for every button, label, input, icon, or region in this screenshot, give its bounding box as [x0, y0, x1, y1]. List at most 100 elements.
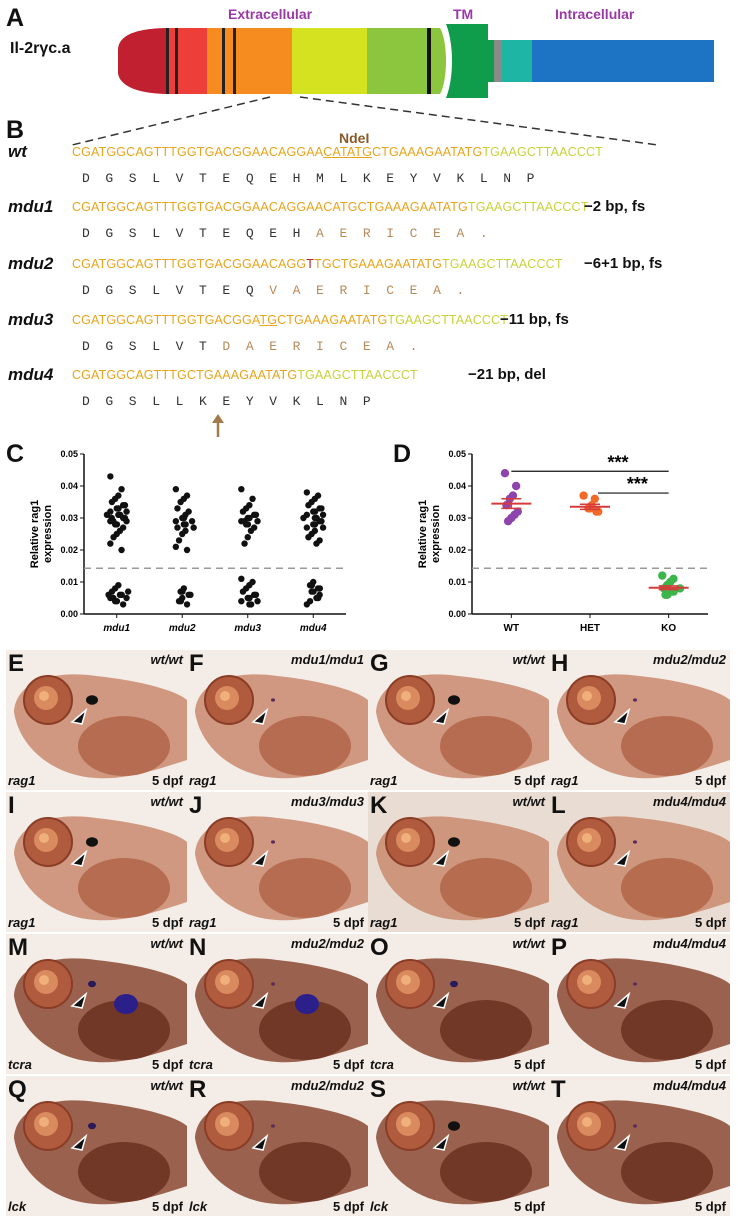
gut-signal — [114, 994, 138, 1014]
domain-signal — [118, 28, 170, 94]
region-extracellular: Extracellular — [228, 6, 313, 22]
domain-tm — [446, 24, 488, 98]
embryo-stage: 5 dpf — [694, 773, 726, 788]
embryo-genotype: wt/wt — [150, 936, 184, 951]
embryo-probe: rag1 — [189, 773, 217, 788]
embryo-image — [549, 792, 730, 932]
panel-label-d: D — [393, 440, 412, 468]
y-axis-label: expression — [42, 505, 54, 563]
embryo-probe: tcra — [370, 1057, 394, 1072]
embryo-genotype: wt/wt — [512, 1078, 546, 1093]
y-tick-label: 0.04 — [60, 481, 78, 491]
data-point — [174, 505, 181, 512]
data-point — [121, 502, 129, 509]
data-point — [658, 571, 667, 580]
embryo-image — [187, 934, 368, 1074]
arrowhead-icon — [432, 991, 450, 1009]
data-point — [511, 481, 521, 491]
arrowhead-icon — [251, 1133, 269, 1151]
panel-label-b: B — [6, 116, 25, 144]
thymus-signal — [448, 695, 460, 705]
data-point — [318, 505, 325, 512]
embryo-probe: rag1 — [189, 915, 217, 930]
y-tick-label: 0.03 — [448, 513, 466, 523]
domain-d4 — [367, 28, 446, 94]
embryo-panel-label: Q — [8, 1076, 27, 1103]
chart-d: 0.00 0.01 0.02 0.03 0.04 0.05 Relative rag1 exp… — [417, 449, 708, 634]
embryo-genotype: mdu4/mdu4 — [653, 936, 726, 951]
data-point — [118, 591, 125, 598]
sequence-segment: TG — [259, 313, 278, 327]
embryo-genotype: wt/wt — [512, 794, 546, 809]
allele-name: mdu4 — [8, 365, 54, 384]
embryo-image — [549, 1076, 730, 1216]
data-point — [190, 524, 197, 531]
embryo-probe: tcra — [189, 1057, 213, 1072]
thymus-signal — [86, 837, 98, 847]
panel-label-c: C — [6, 440, 25, 468]
data-point — [175, 537, 183, 544]
data-point — [119, 601, 127, 608]
embryo-image — [6, 1076, 187, 1216]
data-point — [247, 527, 255, 534]
data-point — [107, 540, 114, 547]
sequence-segment: CGATGGCAGTTTGGTGACGGAACAGG — [72, 257, 307, 271]
mutation-description: −11 bp, fs — [500, 311, 569, 328]
data-point — [303, 489, 311, 496]
data-point — [177, 498, 184, 506]
y-axis-label: expression — [430, 505, 442, 563]
embryo-image — [549, 650, 730, 790]
allele-name: mdu3 — [8, 310, 54, 329]
zoom-lines — [71, 96, 659, 146]
sequence-segment: CGATGGCAGTTTGGTGACGGAACAGGAA — [72, 145, 324, 159]
domain-juxta — [488, 40, 494, 82]
domain-d3 — [292, 28, 368, 94]
chart-c: 0.00 0.01 0.02 0.03 0.04 0.05 Relative rag1 exp… — [29, 449, 346, 634]
embryo-image — [368, 792, 549, 932]
embryo-panel-label: M — [8, 934, 28, 961]
y-tick-label: 0.02 — [60, 545, 78, 555]
x-tick-label: mdu2 — [169, 623, 196, 634]
thymus-signal — [450, 980, 458, 988]
embryo-image — [6, 792, 187, 932]
data-point — [246, 594, 253, 602]
embryo-stage: 5 dpf — [332, 1057, 364, 1072]
embryo-panel-label: F — [189, 650, 204, 677]
embryo-probe: rag1 — [8, 915, 36, 930]
data-point — [183, 546, 191, 554]
data-point — [239, 508, 247, 515]
embryo-probe: tcra — [8, 1057, 32, 1072]
data-point — [313, 540, 320, 547]
sequence-segment: TGCTGAAAGAATATG — [314, 257, 442, 271]
embryo-stage: 5 dpf — [332, 915, 364, 930]
embryo-stage: 5 dpf — [151, 1199, 183, 1214]
data-point — [254, 518, 261, 525]
embryo-probe: rag1 — [370, 773, 398, 788]
embryo-stage: 5 dpf — [151, 915, 183, 930]
thymus-signal — [633, 982, 637, 986]
data-point — [503, 517, 513, 526]
thymus-signal — [448, 837, 460, 847]
y-axis-label: Relative rag1 — [29, 500, 41, 568]
embryo-genotype: wt/wt — [150, 652, 184, 667]
data-point — [305, 534, 312, 541]
data-point — [316, 585, 324, 592]
embryo-stage: 5 dpf — [694, 1199, 726, 1214]
embryo-probe: lck — [370, 1199, 389, 1214]
thymus-signal — [88, 1122, 96, 1130]
allele-name: mdu2 — [8, 254, 54, 273]
amino-acid-sequence: D G S L L K E Y V K L N P — [82, 394, 371, 409]
x-tick-label: mdu3 — [234, 623, 261, 634]
aa-frameshift: V A E R I C E A . — [253, 283, 465, 298]
y-tick-label: 0.05 — [60, 449, 78, 459]
thymus-signal — [633, 698, 637, 702]
arrowhead-icon — [432, 1133, 450, 1151]
dna-sequence: CGATGGCAGTTTGGTGACGGAACAGGAACATATGCTGAAA… — [72, 145, 603, 159]
embryo-panel-label: J — [189, 792, 203, 819]
aa-wildtype: D G S L V T E Q E H M L K E Y V K L N P — [82, 171, 535, 186]
